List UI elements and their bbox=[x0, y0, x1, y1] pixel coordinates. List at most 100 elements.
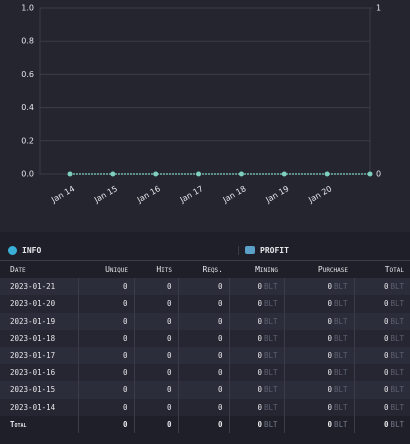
cell: 0 bbox=[78, 346, 135, 365]
unit: BLT bbox=[333, 282, 348, 292]
cell-value: 0 bbox=[383, 282, 389, 292]
cell-value: 0 bbox=[217, 282, 223, 292]
cell-value: 0 bbox=[166, 402, 172, 412]
cell-value: 0 bbox=[257, 402, 262, 412]
cell: 2023-01-19 bbox=[0, 312, 79, 330]
cell-value: 0 bbox=[166, 282, 172, 292]
cell: 0 bbox=[178, 364, 230, 382]
data-row: 2023-01-20 0 0 0 0 BLT 0 BLT 0 BLT bbox=[0, 295, 410, 313]
data-point bbox=[67, 171, 73, 177]
info-icon bbox=[8, 245, 17, 255]
data-row: 2023-01-17 0 0 0 0 BLT 0 BLT 0 BLT bbox=[0, 346, 410, 365]
column-header: Purchase bbox=[284, 261, 354, 279]
total-row: Total 0 0 0 0 BLT 0 BLT 0 BLT bbox=[0, 415, 410, 433]
cell: 0 bbox=[178, 278, 230, 296]
cell-value: 0 bbox=[217, 351, 223, 361]
unit: BLT bbox=[390, 282, 404, 292]
cell-value: 0 bbox=[257, 351, 262, 361]
data-row: 2023-01-16 0 0 0 0 BLT 0 BLT 0 BLT bbox=[0, 364, 410, 382]
unit: BLT bbox=[333, 385, 348, 395]
cell: 0 bbox=[178, 381, 230, 399]
unit: BLT bbox=[390, 402, 404, 412]
cell: 0 bbox=[134, 381, 179, 399]
cell: 0 bbox=[78, 415, 135, 433]
unit: BLT bbox=[390, 368, 404, 378]
cell-value: 0 bbox=[217, 316, 223, 326]
cell-value: 0 bbox=[257, 385, 262, 395]
data-row: 2023-01-15 0 0 0 0 BLT 0 BLT 0 BLT bbox=[0, 381, 410, 399]
cell: 0 bbox=[78, 295, 135, 313]
cell-value: 0 bbox=[217, 402, 223, 412]
cell-value: 0 bbox=[166, 419, 172, 429]
cell-value: 0 bbox=[217, 419, 223, 429]
x-tick-label: Jan 14 bbox=[49, 184, 76, 205]
cell-value: 0 bbox=[166, 333, 172, 343]
row-label: 2023-01-16 bbox=[10, 368, 56, 378]
cell: 0 BLT bbox=[284, 346, 355, 365]
row-label: Total bbox=[10, 419, 27, 429]
cell: 2023-01-14 bbox=[0, 398, 79, 416]
data-row: 2023-01-18 0 0 0 0 BLT 0 BLT 0 BLT bbox=[0, 329, 410, 347]
unit: BLT bbox=[390, 299, 404, 309]
cell: 2023-01-18 bbox=[0, 329, 79, 347]
stats-table: Date Unique Hits Reqs. Mining Purchase Total 20… bbox=[0, 261, 410, 433]
column-header: Date bbox=[0, 261, 78, 279]
cell-value: 0 bbox=[383, 299, 389, 309]
cell-value: 0 bbox=[327, 402, 332, 412]
cell: 0 BLT bbox=[284, 329, 355, 347]
unit: BLT bbox=[333, 351, 348, 361]
cell-value: 0 bbox=[166, 385, 172, 395]
cell-value: 0 bbox=[327, 299, 332, 309]
cell: 0 BLT bbox=[284, 381, 355, 399]
cell: 0 BLT bbox=[229, 381, 285, 399]
cell-value: 0 bbox=[327, 368, 332, 378]
cell-value: 0 bbox=[166, 316, 172, 326]
cell: 2023-01-21 bbox=[0, 278, 79, 296]
cell-value: 0 bbox=[327, 316, 332, 326]
data-point bbox=[110, 171, 116, 177]
cell: 0 bbox=[78, 398, 135, 416]
column-header: Mining bbox=[229, 261, 284, 279]
cell-value: 0 bbox=[383, 385, 389, 395]
cell: 2023-01-15 bbox=[0, 381, 79, 399]
unit: BLT bbox=[263, 333, 278, 343]
cell-value: 0 bbox=[217, 385, 223, 395]
unit: BLT bbox=[390, 419, 404, 429]
section-title: PROFIT bbox=[260, 245, 289, 255]
data-point bbox=[367, 171, 373, 177]
cell-value: 0 bbox=[217, 299, 223, 309]
cell: 0 bbox=[134, 312, 179, 330]
cell: 0 bbox=[134, 278, 179, 296]
cell-value: 0 bbox=[383, 368, 389, 378]
cell: 2023-01-17 bbox=[0, 346, 79, 365]
cell: 2023-01-16 bbox=[0, 364, 79, 382]
cell-value: 0 bbox=[217, 368, 223, 378]
cell: 0 BLT bbox=[354, 415, 410, 433]
data-row: 2023-01-14 0 0 0 0 BLT 0 BLT 0 BLT bbox=[0, 398, 410, 416]
cell-value: 0 bbox=[257, 282, 262, 292]
cell-value: 0 bbox=[327, 419, 332, 429]
x-tick-label: Jan 15 bbox=[92, 184, 119, 205]
cell: 0 BLT bbox=[284, 364, 355, 382]
stats-panel: INFO PROFIT Date Unique Hits Reqs. Mining Pur… bbox=[0, 240, 410, 433]
cell: 0 BLT bbox=[229, 415, 285, 433]
cell: Total bbox=[0, 415, 79, 433]
data-point bbox=[238, 171, 244, 177]
unit: BLT bbox=[333, 402, 348, 412]
cell: 0 BLT bbox=[354, 295, 410, 313]
cell-value: 0 bbox=[122, 333, 128, 343]
cell: 0 bbox=[134, 346, 179, 365]
unit: BLT bbox=[263, 368, 278, 378]
cell: 0 BLT bbox=[354, 329, 410, 347]
row-label: 2023-01-15 bbox=[10, 385, 56, 395]
cell-value: 0 bbox=[327, 385, 332, 395]
cell-value: 0 bbox=[383, 419, 389, 429]
column-header: Unique bbox=[78, 261, 134, 279]
data-row: 2023-01-19 0 0 0 0 BLT 0 BLT 0 BLT bbox=[0, 312, 410, 330]
cell-value: 0 bbox=[122, 282, 128, 292]
unit: BLT bbox=[263, 299, 278, 309]
column-header: Total bbox=[354, 261, 410, 279]
cell-value: 0 bbox=[327, 282, 332, 292]
data-point bbox=[196, 171, 202, 177]
y-tick-label: 0.4 bbox=[21, 103, 34, 112]
